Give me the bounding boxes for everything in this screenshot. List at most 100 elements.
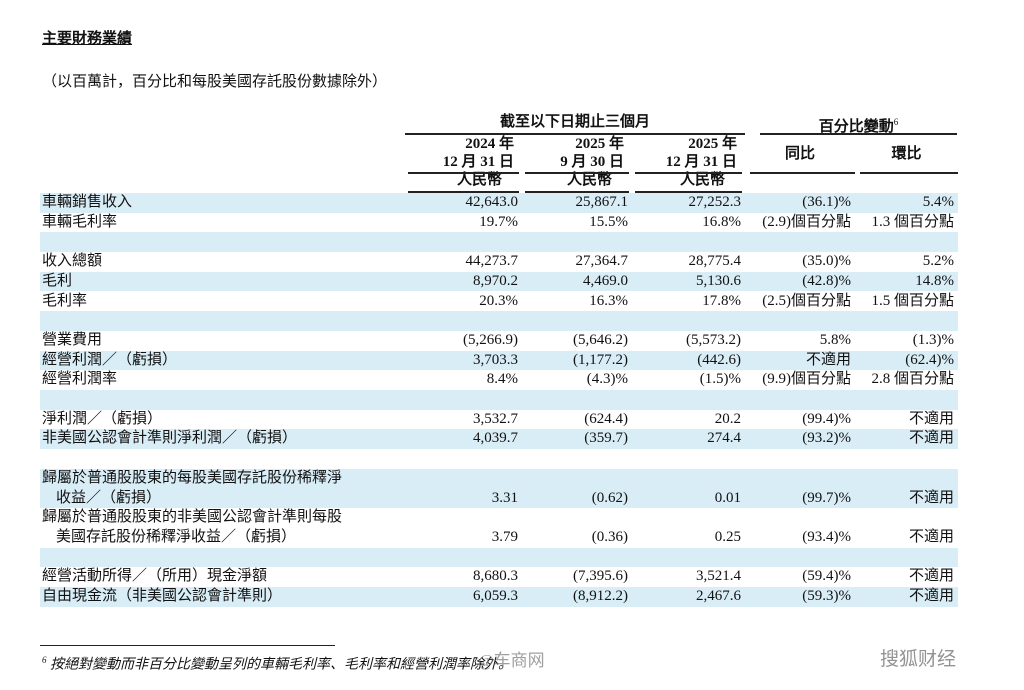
cell: (1,177.2) <box>573 351 628 368</box>
cell: (442.6) <box>697 351 741 368</box>
row-label: 經營活動所得／（所用）現金淨額 <box>42 568 268 585</box>
cell: 20.3% <box>479 292 518 309</box>
row-label: 美國存託股份稀釋淨收益／（虧損） <box>56 528 297 545</box>
cell: 16.8% <box>702 213 741 230</box>
row-label: 毛利率 <box>42 292 88 309</box>
rule <box>635 191 742 193</box>
row-label: 淨利潤／（虧損） <box>42 410 163 427</box>
cell: 25,867.1 <box>575 194 629 210</box>
cell: (0.36) <box>591 528 628 545</box>
cell: 3.79 <box>491 528 518 545</box>
cell: 5.2% <box>922 253 954 270</box>
cell: (0.62) <box>591 489 628 506</box>
footnote: 6 按絕對變動而非百分比變動呈列的車輛毛利率、毛利率和經營利潤率除外。 <box>42 651 512 675</box>
cell: 不適用 <box>908 430 954 447</box>
row-stripe <box>40 193 958 213</box>
row-label: 車輛銷售收入 <box>42 194 133 210</box>
cell: (7,395.6) <box>573 568 628 585</box>
row-label: 車輛毛利率 <box>42 213 118 230</box>
column-header: 環比 <box>891 146 922 162</box>
cell: 3,703.3 <box>473 351 518 368</box>
cell: (99.7)% <box>802 489 851 506</box>
footnote-ref: 6 <box>893 117 899 127</box>
cell: 不適用 <box>908 489 954 506</box>
cell: 不適用 <box>908 410 954 427</box>
row-stripe <box>40 429 958 450</box>
cell: 27,252.3 <box>688 194 742 210</box>
cell: (36.1)% <box>802 194 851 210</box>
cell: 274.4 <box>707 430 741 447</box>
row-label: 歸屬於普通股股東的每股美國存託股份稀釋淨 <box>42 469 343 486</box>
column-header: 12 月 31 日 <box>442 154 514 170</box>
column-header: 2025 年 <box>688 136 737 152</box>
column-header: 2024 年 <box>465 136 514 152</box>
row-stripe <box>40 390 958 410</box>
cell: 5.8% <box>819 331 851 348</box>
cell: 8.4% <box>486 371 518 388</box>
column-header: 12 月 31 日 <box>665 154 737 170</box>
row-stripe <box>40 468 958 509</box>
footnote-rule <box>40 645 335 646</box>
rule <box>405 133 745 135</box>
cell: 不適用 <box>908 568 954 585</box>
cell: (4.3)% <box>586 371 628 388</box>
cell: (1.3)% <box>912 331 954 348</box>
column-header: 人民幣 <box>566 172 612 188</box>
rule <box>525 172 629 174</box>
cell: (2.9)個百分點 <box>762 213 851 230</box>
row-stripe <box>40 587 958 607</box>
column-header: 人民幣 <box>679 172 725 188</box>
row-label: 收入總額 <box>42 253 103 270</box>
cell: (93.4)% <box>802 528 851 545</box>
subtitle: （以百萬計，百分比和每股美國存託股份數據除外） <box>42 74 388 90</box>
cell: 16.3% <box>589 292 628 309</box>
row-label: 毛利 <box>42 272 73 289</box>
cell: 2,467.6 <box>696 588 741 604</box>
cell: (1.5)% <box>699 371 741 388</box>
cell: (99.4)% <box>802 410 851 427</box>
cell: 5,130.6 <box>696 272 741 289</box>
change-group-header: 百分比變動6 <box>760 113 957 137</box>
cell: 19.7% <box>479 213 518 230</box>
column-header: 同比 <box>784 146 815 162</box>
cell: 不適用 <box>908 588 954 604</box>
title: 主要財務業績 <box>42 31 133 47</box>
cell: 0.01 <box>714 489 741 506</box>
rule <box>408 191 519 193</box>
cell: 15.5% <box>589 213 628 230</box>
cell: 8,970.2 <box>473 272 518 289</box>
row-stripe <box>40 350 958 371</box>
watermark: @车商网 <box>478 651 545 670</box>
cell: (59.3)% <box>802 588 851 604</box>
cell: 4,469.0 <box>583 272 628 289</box>
cell: 14.8% <box>915 272 954 289</box>
footnote-mark: 6 <box>42 655 47 665</box>
cell: (9.9)個百分點 <box>762 371 851 388</box>
cell: (42.8)% <box>802 272 851 289</box>
rule <box>525 191 629 193</box>
cell: (62.4)% <box>905 351 954 368</box>
cell: 4,039.7 <box>473 430 518 447</box>
cell: (624.4) <box>584 410 628 427</box>
cell: (5,646.2) <box>573 331 628 348</box>
footnote-text: 按絕對變動而非百分比變動呈列的車輛毛利率、毛利率和經營利潤率除外。 <box>50 657 512 673</box>
row-stripe <box>40 271 958 292</box>
cell: 5.4% <box>922 194 954 210</box>
rule <box>635 172 742 174</box>
cell: 1.3 個百分點 <box>871 213 954 230</box>
row-label: 自由現金流（非美國公認會計準則） <box>42 588 283 604</box>
row-stripe <box>40 547 958 568</box>
cell: 1.5 個百分點 <box>871 292 954 309</box>
rule <box>750 172 855 174</box>
cell: 44,273.7 <box>465 253 519 270</box>
row-label: 經營利潤／（虧損） <box>42 351 178 368</box>
cell: (5,266.9) <box>463 331 518 348</box>
cell: 8,680.3 <box>473 568 518 585</box>
period-group-header: 截至以下日期止三個月 <box>499 114 650 130</box>
row-label: 歸屬於普通股股東的非美國公認會計準則每股 <box>42 509 343 526</box>
cell: 42,643.0 <box>465 194 519 210</box>
column-header: 2025 年 <box>575 136 624 152</box>
cell: 不適用 <box>805 351 851 368</box>
cell: (93.2)% <box>802 430 851 447</box>
